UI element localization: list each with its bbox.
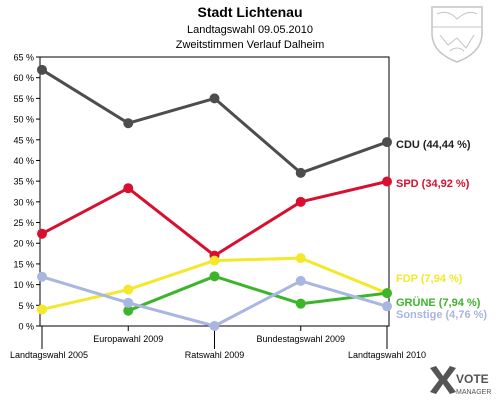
x-axis: Landtagswahl 2005 Europawahl 2009 Ratswahl… xyxy=(10,326,426,360)
data-point xyxy=(382,301,392,312)
x-tick-label: Europawahl 2009 xyxy=(93,334,163,344)
data-point xyxy=(209,321,220,331)
data-point xyxy=(382,176,392,187)
x-tick-label: Landtagswahl 2005 xyxy=(10,350,88,360)
ballot-x-icon xyxy=(430,366,456,394)
y-tick-label: 60 % xyxy=(13,73,34,83)
data-point xyxy=(295,167,306,178)
data-point xyxy=(123,305,134,316)
series-end-label: FDP (7,94 %) xyxy=(396,273,463,285)
y-tick-label: 40 % xyxy=(13,156,34,166)
x-tick-label: Ratswahl 2009 xyxy=(185,350,245,360)
y-tick-label: 65 % xyxy=(13,53,34,63)
data-point xyxy=(123,118,134,129)
series-end-label: CDU (44,44 %) xyxy=(396,139,471,151)
series-end-label: SPD (34,92 %) xyxy=(396,178,470,190)
chart-subtitle: Landtagswahl 09.05.2010 xyxy=(187,24,313,36)
y-tick-label: 50 % xyxy=(13,115,34,125)
vote-manager-logo: VOTE MANAGER xyxy=(430,366,491,396)
y-tick-label: 10 % xyxy=(13,280,34,290)
data-point xyxy=(123,183,134,194)
data-point xyxy=(37,64,47,75)
data-point xyxy=(37,228,47,239)
logo-text-manager: MANAGER xyxy=(456,389,491,396)
data-point xyxy=(295,196,306,207)
nrw-crest-icon xyxy=(431,6,483,63)
data-point xyxy=(209,271,220,282)
y-tick-label: 30 % xyxy=(13,197,34,207)
logo-text-vote: VOTE xyxy=(456,372,489,386)
data-point xyxy=(382,137,392,148)
series-cdu xyxy=(37,64,392,178)
data-point xyxy=(382,288,392,299)
y-tick-label: 5 % xyxy=(18,301,34,311)
data-point xyxy=(209,93,220,104)
series-layer xyxy=(37,64,392,331)
data-point xyxy=(295,298,306,309)
series-end-label: Sonstige (4,76 %) xyxy=(396,309,487,321)
x-tick-label: Landtagswahl 2010 xyxy=(348,350,426,360)
x-tick-label: Bundestagswahl 2009 xyxy=(256,334,345,344)
data-point xyxy=(295,275,306,286)
data-point xyxy=(37,304,47,315)
y-tick-label: 15 % xyxy=(13,259,34,269)
y-tick-label: 45 % xyxy=(13,135,34,145)
series-sonstige xyxy=(37,271,392,331)
data-point xyxy=(295,253,306,264)
chart-title: Stadt Lichtenau xyxy=(197,4,302,20)
series-fdp xyxy=(37,253,392,315)
chart-subtitle-2: Zweitstimmen Verlauf Dalheim xyxy=(176,39,325,51)
end-labels: CDU (44,44 %) SPD (34,92 %) FDP (7,94 %) GR… xyxy=(396,139,487,321)
data-point xyxy=(37,271,47,282)
series-gr-ne xyxy=(123,271,392,316)
y-tick-label: 25 % xyxy=(13,218,34,228)
y-tick-label: 35 % xyxy=(13,177,34,187)
data-point xyxy=(209,255,220,266)
series-line xyxy=(127,274,388,313)
y-tick-label: 20 % xyxy=(13,239,34,249)
data-point xyxy=(123,284,134,295)
series-end-label: GRÜNE (7,94 %) xyxy=(396,296,481,309)
y-axis: 0 % 5 % 10 % 15 % 20 % 25 % 30 % 35 % 40 % 45 % 50… xyxy=(13,53,40,332)
y-tick-label: 55 % xyxy=(13,94,34,104)
y-tick-label: 0 % xyxy=(18,322,34,332)
data-point xyxy=(123,297,134,308)
